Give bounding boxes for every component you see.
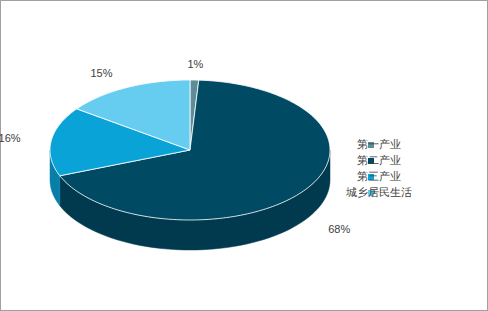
- svg-text:16%: 16%: [0, 132, 21, 144]
- svg-text:第二产业: 第二产业: [357, 154, 401, 166]
- svg-text:第一产业: 第一产业: [357, 138, 401, 150]
- svg-text:68%: 68%: [328, 223, 350, 235]
- svg-text:城乡居民生活: 城乡居民生活: [345, 186, 412, 198]
- svg-text:15%: 15%: [90, 67, 112, 79]
- svg-text:第三产业: 第三产业: [357, 170, 401, 182]
- svg-text:1%: 1%: [187, 58, 203, 70]
